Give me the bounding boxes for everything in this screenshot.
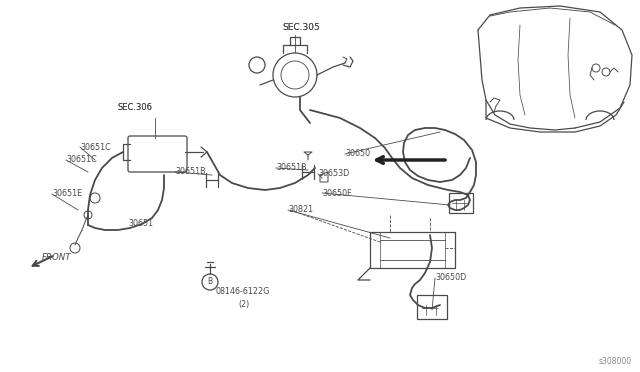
Text: 30650D: 30650D — [435, 273, 467, 282]
Text: s308000: s308000 — [599, 357, 632, 366]
Text: 30821: 30821 — [288, 205, 313, 215]
Text: (2): (2) — [238, 299, 249, 308]
Text: 30651C: 30651C — [80, 142, 111, 151]
Text: 30650: 30650 — [345, 150, 370, 158]
Text: SEC.306: SEC.306 — [118, 103, 153, 112]
Text: SEC.305: SEC.305 — [282, 23, 320, 32]
Text: SEC.306: SEC.306 — [118, 103, 153, 112]
Text: B: B — [207, 278, 212, 286]
Text: 30651E: 30651E — [52, 189, 82, 199]
Text: 08146-6122G: 08146-6122G — [216, 288, 270, 296]
Text: SEC.305: SEC.305 — [282, 23, 320, 32]
Text: 30651B: 30651B — [175, 167, 205, 176]
Text: 30651C: 30651C — [66, 155, 97, 164]
Text: FRONT: FRONT — [42, 253, 72, 263]
Text: 30651: 30651 — [128, 219, 153, 228]
Text: 30653D: 30653D — [318, 170, 349, 179]
Text: 30651B: 30651B — [276, 164, 307, 173]
Text: 30650F: 30650F — [322, 189, 351, 198]
